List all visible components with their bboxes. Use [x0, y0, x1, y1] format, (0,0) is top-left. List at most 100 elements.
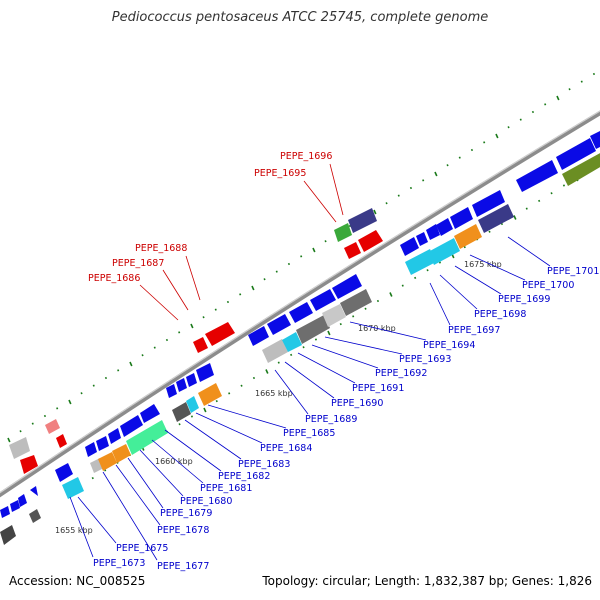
gene-feature	[472, 190, 505, 217]
gene-feature	[108, 428, 121, 444]
gene-label: PEPE_1692	[375, 368, 427, 379]
tick-mark	[483, 141, 486, 144]
tick-mark	[458, 156, 461, 159]
label-leader-lines	[69, 163, 551, 561]
topology-text: Topology: circular; Length: 1,832,387 bp…	[262, 574, 592, 588]
tick-mark	[56, 407, 59, 410]
gene-feature	[55, 463, 73, 482]
tick-mark	[352, 315, 355, 318]
gene-label: PEPE_1685	[283, 428, 335, 439]
gene-label: PEPE_1675	[116, 543, 168, 554]
leader-line	[469, 254, 526, 281]
tick-mark	[202, 316, 205, 319]
gene-feature	[358, 230, 383, 252]
tick-mark	[562, 184, 566, 187]
tick-mark	[422, 179, 425, 182]
gene-label: PEPE_1681	[200, 483, 252, 494]
gene-feature	[30, 486, 38, 496]
gene-feature	[310, 289, 336, 311]
tick-mark	[290, 353, 293, 357]
gene-feature	[96, 436, 109, 451]
tick-mark	[141, 354, 144, 357]
gene-label: PEPE_1686	[88, 273, 140, 284]
gene-feature	[85, 442, 97, 457]
tick-mark	[312, 247, 316, 253]
gene-features	[0, 131, 600, 545]
tick-mark	[385, 202, 388, 205]
gene-feature	[172, 402, 191, 422]
tick-mark	[327, 330, 331, 336]
tick-mark	[214, 308, 217, 311]
tick-mark	[580, 80, 583, 83]
gene-feature	[20, 455, 38, 474]
tick-mark	[265, 369, 269, 374]
gene-feature	[193, 337, 208, 353]
gene-feature	[478, 204, 514, 233]
gene-feature	[0, 525, 16, 545]
gene-feature	[262, 339, 288, 363]
tick-mark	[80, 392, 83, 395]
leader-line	[454, 265, 502, 295]
leader-line	[127, 457, 164, 509]
leader-line	[164, 429, 222, 472]
tick-mark	[339, 322, 342, 326]
gene-label: PEPE_1677	[157, 561, 209, 572]
tick-mark	[252, 376, 256, 380]
tick-mark	[507, 126, 510, 129]
tick-mark	[178, 331, 181, 334]
tick-mark	[397, 194, 400, 197]
leader-line	[77, 496, 117, 544]
tick-mark	[7, 437, 11, 443]
tick-mark	[178, 423, 181, 426]
tick-mark	[190, 323, 194, 329]
leader-line	[311, 344, 379, 369]
tick-mark	[251, 285, 255, 291]
gene-feature	[405, 249, 436, 275]
tick-mark	[525, 207, 528, 210]
gene-feature	[140, 404, 160, 423]
tick-mark	[495, 133, 499, 139]
gene-feature	[516, 160, 558, 192]
tick-mark	[275, 270, 278, 273]
gene-feature	[126, 420, 168, 455]
tick-mark	[446, 164, 449, 167]
tick-mark	[568, 88, 571, 91]
leader-line	[151, 439, 204, 484]
upper-gene-labels: PEPE_1696 PEPE_1695 PEPE_1688 PEPE_1687 …	[88, 151, 332, 284]
gene-label: PEPE_1679	[160, 508, 212, 519]
tick-mark	[389, 292, 393, 297]
leader-line	[349, 321, 427, 341]
gene-feature	[267, 314, 291, 335]
gene-label: PEPE_1683	[238, 459, 290, 470]
leader-line	[439, 274, 478, 310]
scale-labels: 1655 kbp 1660 kbp 1665 kbp 1670 kbp 1675…	[55, 260, 502, 535]
gene-label: PEPE_1688	[135, 243, 187, 254]
tick-mark	[302, 346, 305, 349]
tick-mark	[538, 199, 541, 203]
gene-feature	[348, 208, 377, 233]
tick-mark	[314, 338, 318, 341]
tick-mark	[556, 95, 560, 101]
gene-feature	[120, 415, 143, 437]
gene-feature	[322, 304, 346, 327]
tick-mark	[300, 255, 303, 258]
gene-feature	[282, 332, 302, 352]
gene-label: PEPE_1687	[112, 258, 164, 269]
gene-feature	[198, 383, 222, 406]
tick-mark	[414, 276, 417, 280]
leader-line	[162, 269, 189, 311]
leader-line	[324, 336, 403, 355]
gene-feature	[428, 238, 460, 265]
gene-label: PEPE_1698	[474, 309, 526, 320]
gene-label: PEPE_1696	[280, 151, 332, 162]
gene-feature	[340, 289, 372, 316]
gene-label: PEPE_1691	[352, 383, 404, 394]
tick-mark	[373, 209, 377, 215]
gene-label: PEPE_1684	[260, 443, 312, 454]
gene-feature	[10, 500, 20, 512]
tick-mark	[470, 148, 474, 152]
gene-feature	[416, 232, 428, 246]
gene-label: PEPE_1673	[93, 558, 145, 569]
tick-mark	[531, 110, 535, 114]
tick-mark	[277, 361, 280, 364]
